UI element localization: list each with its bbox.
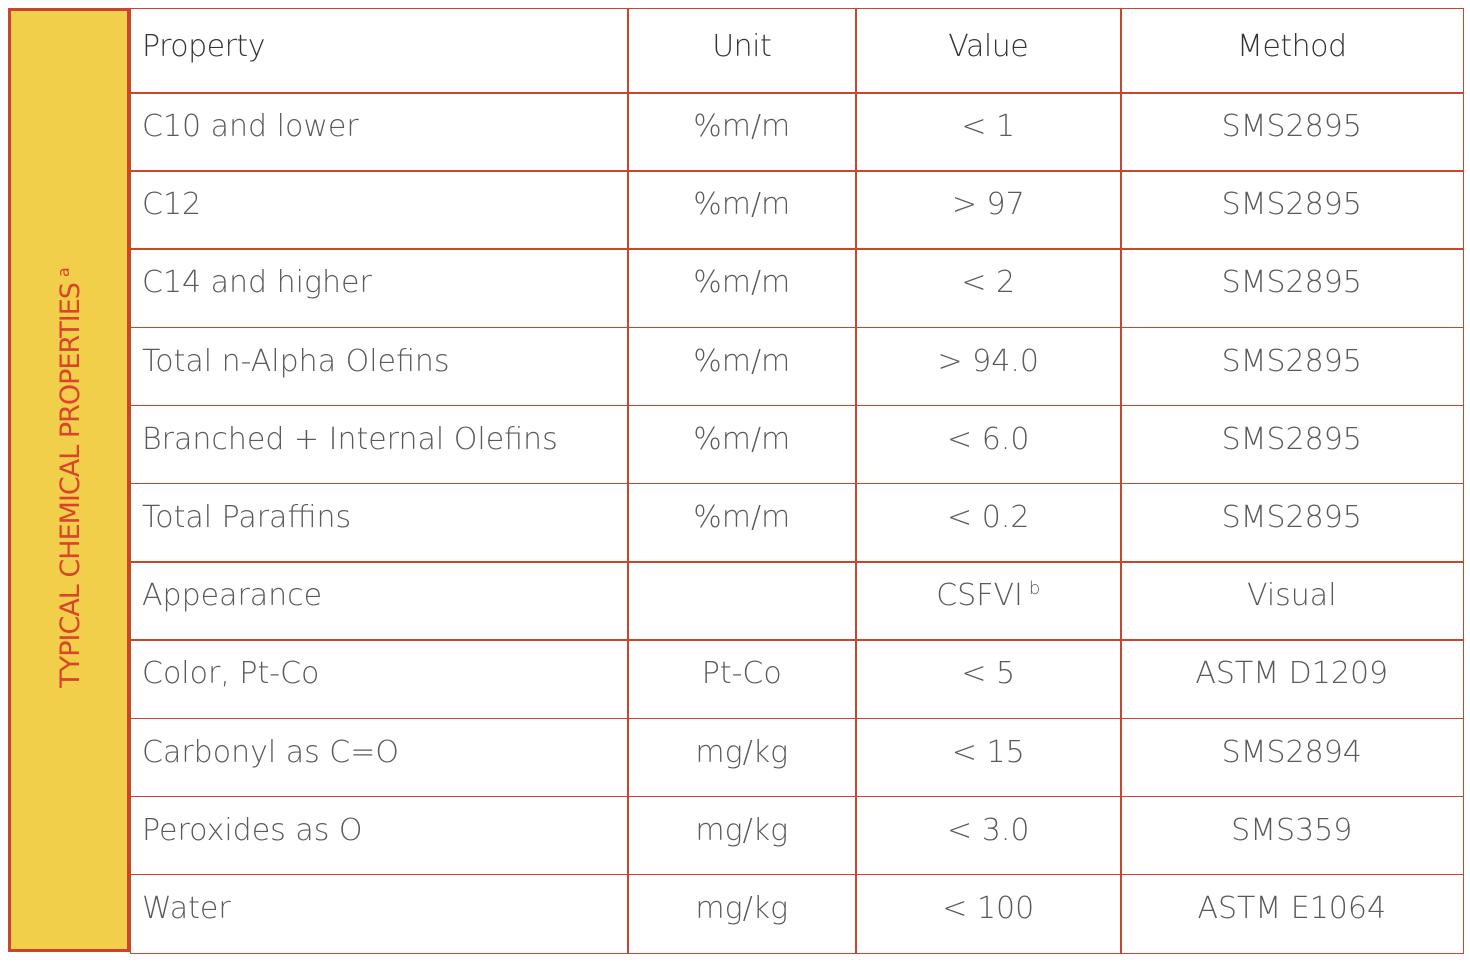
table-cell: Water — [130, 874, 629, 954]
table-cell: mg/kg — [627, 795, 857, 876]
table-cell: CSFVI b — [855, 561, 1122, 641]
table-cell: Pt-Co — [627, 639, 857, 720]
table-cell: < 1 — [855, 92, 1122, 172]
cell-text: CSFVI — [936, 578, 1023, 614]
cell-note: b — [1028, 578, 1041, 600]
side-note: a — [54, 268, 73, 278]
header-cell: Method — [1120, 8, 1464, 94]
table-cell: Branched + Internal Olefins — [130, 404, 629, 485]
table-cell: < 3.0 — [855, 795, 1122, 876]
table-cell: C10 and lower — [130, 92, 629, 172]
table-cell: SMS2895 — [1120, 92, 1464, 172]
table-cell: %m/m — [627, 170, 857, 250]
table-cell: SMS359 — [1120, 795, 1464, 876]
table-cell: Peroxides as O — [130, 795, 629, 876]
table-cell: ASTM D1209 — [1120, 639, 1464, 720]
table-cell: Total Paraffins — [130, 483, 629, 563]
table-cell: SMS2895 — [1120, 248, 1464, 329]
header-cell: Unit — [627, 8, 857, 94]
table-cell: Appearance — [130, 561, 629, 641]
table-cell: > 97 — [855, 170, 1122, 250]
table-cell: < 0.2 — [855, 483, 1122, 563]
table-cell: < 100 — [855, 874, 1122, 954]
table-cell: %m/m — [627, 404, 857, 485]
table-cell: SMS2895 — [1120, 404, 1464, 485]
table-cell: Total n-Alpha Olefins — [130, 326, 629, 407]
table-cell: Color, Pt-Co — [130, 639, 629, 720]
table-cell: < 2 — [855, 248, 1122, 329]
table-cell: %m/m — [627, 326, 857, 407]
table-cell: mg/kg — [627, 717, 857, 798]
table-cell: > 94.0 — [855, 326, 1122, 407]
table-cell: C14 and higher — [130, 248, 629, 329]
table-cell: < 5 — [855, 639, 1122, 720]
header-cell: Value — [855, 8, 1122, 94]
table-cell: SMS2894 — [1120, 717, 1464, 798]
table-cell: %m/m — [627, 248, 857, 329]
table-cell: SMS2895 — [1120, 170, 1464, 250]
table-cell — [627, 561, 857, 641]
header-cell: Property — [130, 8, 629, 94]
table-cell: < 6.0 — [855, 404, 1122, 485]
table-cell: Carbonyl as C=O — [130, 717, 629, 798]
table-cell: < 15 — [855, 717, 1122, 798]
table-cell: C12 — [130, 170, 629, 250]
table-cell: SMS2895 — [1120, 483, 1464, 563]
side-label: TYPICAL CHEMICAL PROPERTIES a — [54, 268, 86, 688]
table-cell: Visual — [1120, 561, 1464, 641]
table-cell: %m/m — [627, 92, 857, 172]
table-cell: mg/kg — [627, 874, 857, 954]
table-cell: SMS2895 — [1120, 326, 1464, 407]
table-cell: %m/m — [627, 483, 857, 563]
side-band — [8, 8, 130, 952]
side-label-text: TYPICAL CHEMICAL PROPERTIES — [55, 283, 86, 688]
table-cell: ASTM E1064 — [1120, 874, 1464, 954]
